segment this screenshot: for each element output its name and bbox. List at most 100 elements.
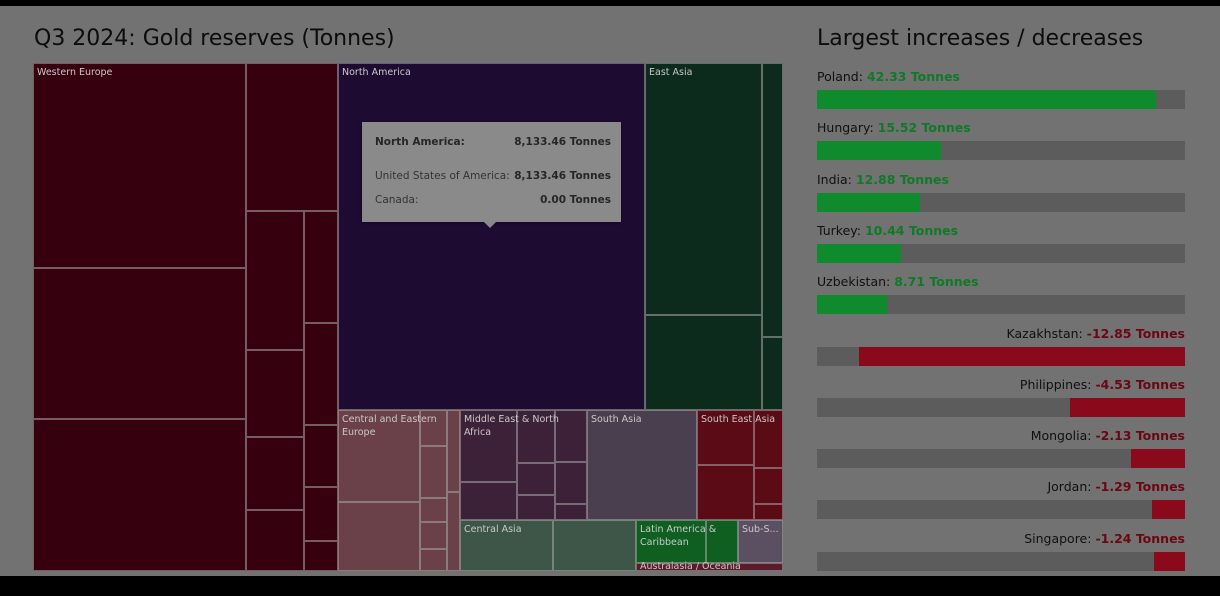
bar-label: Kazakhstan: -12.85 Tonnes	[1007, 326, 1185, 341]
increase-bar	[817, 141, 942, 161]
country-cell[interactable]	[33, 268, 246, 419]
country-name: Uzbekistan:	[817, 274, 895, 290]
country-name: Hungary:	[817, 120, 878, 136]
bar-label: Poland: 42.33 Tonnes	[817, 69, 960, 84]
country-cell[interactable]	[246, 437, 304, 510]
country-cell[interactable]	[636, 563, 783, 571]
bar-track	[817, 141, 1185, 161]
decrease-bar	[858, 346, 1185, 366]
country-cell[interactable]	[33, 419, 246, 571]
country-cell[interactable]	[555, 504, 587, 520]
country-name: Kazakhstan:	[1006, 325, 1087, 341]
bars-title: Largest increases / decreases	[817, 26, 1144, 51]
bar-track	[817, 295, 1185, 315]
country-cell[interactable]	[338, 502, 420, 571]
increase-bar	[817, 295, 887, 315]
region-label: Western Europe	[37, 67, 113, 78]
country-cell[interactable]	[420, 410, 447, 446]
country-cell[interactable]	[754, 468, 783, 504]
tooltip-country-name: United States of America:	[375, 170, 510, 182]
country-cell[interactable]	[338, 63, 645, 410]
bar-track	[817, 243, 1185, 263]
bar-row[interactable]: Turkey: 10.44 Tonnes	[817, 218, 1185, 263]
region-label: South East Asia	[701, 414, 776, 425]
bar-label: Uzbekistan: 8.71 Tonnes	[817, 274, 979, 289]
decrease-bar	[1153, 551, 1185, 571]
country-cell[interactable]	[738, 520, 783, 563]
country-cell[interactable]	[517, 495, 555, 520]
country-cell[interactable]	[553, 520, 636, 571]
change-value: 8.71 Tonnes	[894, 274, 979, 290]
tooltip-country-value: 8,133.46 Tonnes	[514, 170, 611, 182]
country-cell[interactable]	[460, 520, 553, 571]
change-value: 42.33 Tonnes	[866, 69, 960, 84]
bar-row[interactable]: India: 12.88 Tonnes	[817, 167, 1185, 212]
country-cell[interactable]	[304, 323, 338, 425]
bar-row[interactable]: Philippines: -4.53 Tonnes	[817, 372, 1185, 417]
country-cell[interactable]	[246, 63, 338, 211]
country-cell[interactable]	[645, 63, 762, 315]
country-cell[interactable]	[555, 410, 587, 462]
country-cell[interactable]	[304, 487, 338, 541]
bar-row[interactable]: Jordan: -1.29 Tonnes	[817, 474, 1185, 520]
country-name: Singapore:	[1024, 530, 1096, 546]
country-cell[interactable]	[587, 410, 697, 520]
chart-panel: Q3 2024: Gold reserves (Tonnes) Western …	[0, 6, 1220, 576]
country-cell[interactable]	[460, 410, 517, 482]
bar-row[interactable]: Hungary: 15.52 Tonnes	[817, 115, 1185, 161]
tooltip-region-name: North America:	[375, 136, 465, 148]
country-cell[interactable]	[420, 446, 447, 498]
country-cell[interactable]	[460, 482, 517, 520]
country-cell[interactable]	[304, 541, 338, 571]
country-name: Poland:	[817, 69, 867, 84]
bar-label: Turkey: 10.44 Tonnes	[817, 223, 958, 238]
country-cell[interactable]	[447, 410, 460, 492]
bar-label: India: 12.88 Tonnes	[817, 172, 949, 187]
country-cell[interactable]	[246, 350, 304, 437]
country-cell[interactable]	[246, 510, 304, 571]
bar-row[interactable]: Poland: 42.33 Tonnes	[817, 64, 1185, 109]
country-cell[interactable]	[420, 498, 447, 522]
tooltip-country-value: 0.00 Tonnes	[540, 194, 611, 206]
country-cell[interactable]	[304, 425, 338, 487]
bar-row[interactable]: Mongolia: -2.13 Tonnes	[817, 423, 1185, 469]
country-cell[interactable]	[706, 520, 738, 563]
region-label: Central and Eastern Europe	[342, 414, 437, 438]
country-cell[interactable]	[246, 211, 304, 350]
tooltip-region-total: 8,133.46 Tonnes	[514, 136, 611, 148]
country-cell[interactable]	[697, 410, 754, 465]
country-cell[interactable]	[762, 337, 783, 410]
region-tooltip: North America: 8,133.46 Tonnes United St…	[362, 122, 621, 228]
country-cell[interactable]	[420, 549, 447, 571]
country-cell[interactable]	[517, 463, 555, 495]
country-cell[interactable]	[754, 410, 783, 468]
increase-bar	[817, 243, 901, 263]
decrease-bar	[1130, 449, 1185, 469]
bar-row[interactable]: Uzbekistan: 8.71 Tonnes	[817, 269, 1185, 315]
country-cell[interactable]	[420, 522, 447, 549]
bar-label: Philippines: -4.53 Tonnes	[1020, 377, 1185, 392]
increase-bar	[817, 90, 1156, 109]
country-cell[interactable]	[517, 410, 555, 463]
region-label: Australasia / Oceania	[640, 561, 741, 572]
bar-track	[817, 192, 1185, 212]
region-label: East Asia	[649, 67, 693, 78]
country-cell[interactable]	[645, 315, 762, 410]
country-cell[interactable]	[447, 492, 460, 571]
treemap: Western Europe North America East Asia Cent…	[33, 63, 783, 572]
change-value: -1.24 Tonnes	[1095, 530, 1185, 546]
country-cell[interactable]	[338, 410, 420, 502]
country-cell[interactable]	[636, 520, 706, 563]
bar-row[interactable]: Kazakhstan: -12.85 Tonnes	[817, 321, 1185, 366]
treemap-title: Q3 2024: Gold reserves (Tonnes)	[34, 26, 395, 51]
country-cell[interactable]	[754, 504, 783, 520]
country-cell[interactable]	[762, 63, 783, 337]
country-cell[interactable]	[555, 462, 587, 504]
country-cell[interactable]	[33, 63, 246, 268]
bar-row[interactable]: Singapore: -1.24 Tonnes	[817, 526, 1185, 571]
country-cell[interactable]	[304, 211, 338, 323]
country-cell[interactable]	[697, 465, 754, 520]
bar-track	[817, 449, 1185, 469]
country-name: Turkey:	[817, 222, 865, 238]
decrease-bar	[1070, 397, 1185, 417]
